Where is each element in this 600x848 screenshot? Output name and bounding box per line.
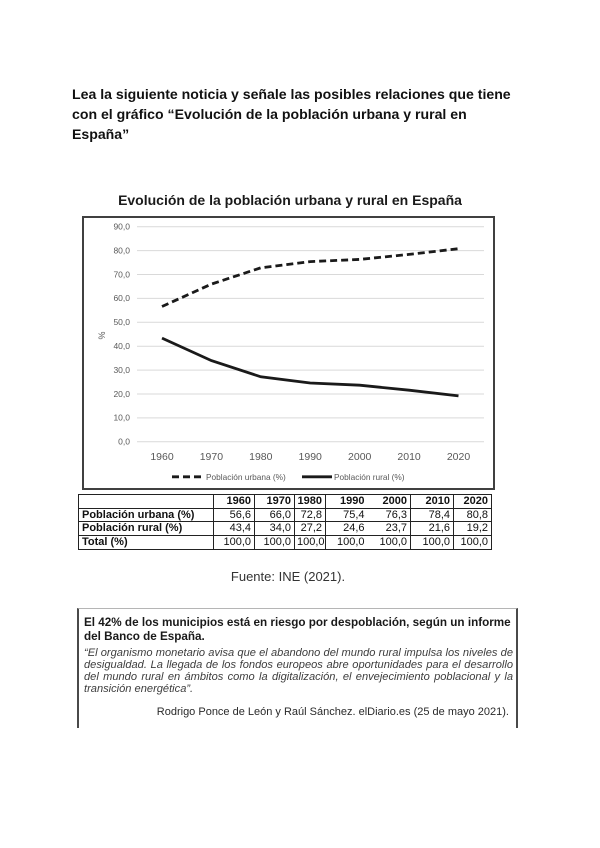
svg-text:60,0: 60,0 bbox=[113, 293, 130, 303]
svg-text:1990: 1990 bbox=[299, 451, 323, 463]
svg-text:2010: 2010 bbox=[397, 451, 421, 463]
svg-text:0,0: 0,0 bbox=[118, 437, 130, 447]
svg-text:40,0: 40,0 bbox=[113, 341, 130, 351]
svg-text:Población urbana (%): Población urbana (%) bbox=[206, 472, 286, 482]
svg-text:1970: 1970 bbox=[200, 451, 224, 463]
svg-text:1960: 1960 bbox=[150, 451, 174, 463]
svg-text:30,0: 30,0 bbox=[113, 365, 130, 375]
svg-text:10,0: 10,0 bbox=[113, 413, 130, 423]
svg-text:20,0: 20,0 bbox=[113, 389, 130, 399]
svg-text:70,0: 70,0 bbox=[113, 269, 130, 279]
svg-text:80,0: 80,0 bbox=[113, 245, 130, 255]
svg-text:1980: 1980 bbox=[249, 451, 273, 463]
svg-text:50,0: 50,0 bbox=[113, 317, 130, 327]
svg-text:Población rural (%): Población rural (%) bbox=[334, 472, 405, 482]
svg-text:2000: 2000 bbox=[348, 451, 372, 463]
svg-text:2020: 2020 bbox=[447, 451, 471, 463]
svg-text:%: % bbox=[97, 331, 107, 339]
svg-text:90,0: 90,0 bbox=[113, 222, 130, 232]
